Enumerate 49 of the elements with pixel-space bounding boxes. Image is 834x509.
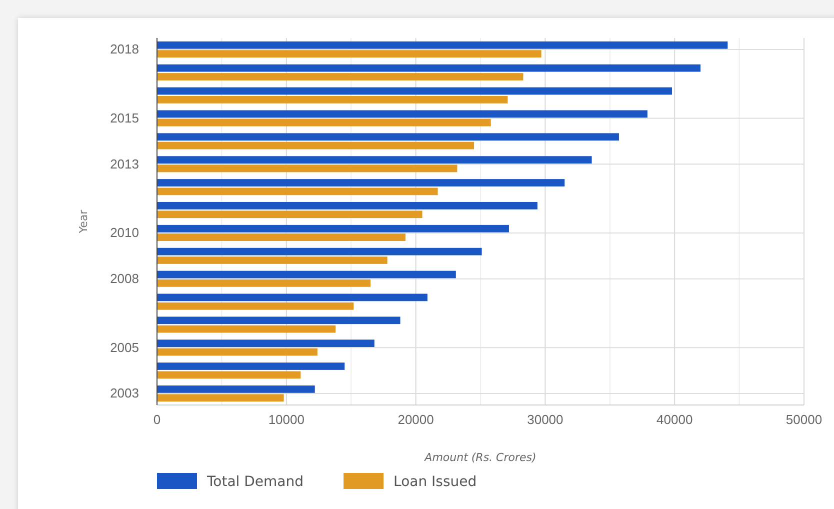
x-axis-title: Amount (Rs. Crores) <box>424 451 536 464</box>
bar <box>157 50 542 58</box>
bar <box>157 224 509 232</box>
bar <box>157 348 318 356</box>
x-tick-label: 40000 <box>656 412 693 428</box>
y-tick-label: 2010 <box>110 225 139 240</box>
bar <box>157 41 728 49</box>
bar <box>157 371 301 379</box>
y-tick-label: 2008 <box>110 271 139 286</box>
y-tick-label: 2005 <box>110 340 139 355</box>
y-tick-label: 2003 <box>110 386 139 401</box>
bar <box>157 64 700 72</box>
x-tick-label: 50000 <box>786 412 822 428</box>
bar <box>157 256 388 264</box>
y-tick-label: 2015 <box>110 110 139 126</box>
bar <box>157 210 422 218</box>
x-tick-label: 0 <box>153 412 161 428</box>
bar <box>157 386 315 393</box>
bar <box>157 294 428 302</box>
legend-label: Loan Issued <box>394 474 477 490</box>
x-tick-label: 10000 <box>268 412 304 428</box>
y-tick-label: 2013 <box>110 156 139 172</box>
bar <box>157 164 458 172</box>
bar <box>157 118 491 126</box>
bar <box>157 394 284 402</box>
bar <box>157 142 474 150</box>
y-axis-title: Year <box>77 209 90 234</box>
bar <box>157 179 565 186</box>
y-tick-label: 2018 <box>110 42 139 57</box>
bar <box>157 279 371 287</box>
bar <box>157 234 406 241</box>
bar <box>157 188 438 196</box>
bar <box>157 87 672 95</box>
legend-label: Total Demand <box>206 474 304 490</box>
bar <box>157 316 400 324</box>
x-tick-label: 20000 <box>398 412 434 428</box>
bar <box>157 133 619 141</box>
bar <box>157 110 648 118</box>
bar <box>157 340 374 348</box>
bar <box>157 270 456 278</box>
bar <box>157 325 336 333</box>
bar <box>157 302 354 310</box>
x-tick-label: 30000 <box>527 412 564 428</box>
bar <box>157 156 592 164</box>
bar <box>157 96 508 104</box>
bar <box>157 362 345 370</box>
bar <box>157 73 524 80</box>
bar <box>157 248 482 256</box>
bar <box>157 202 538 210</box>
